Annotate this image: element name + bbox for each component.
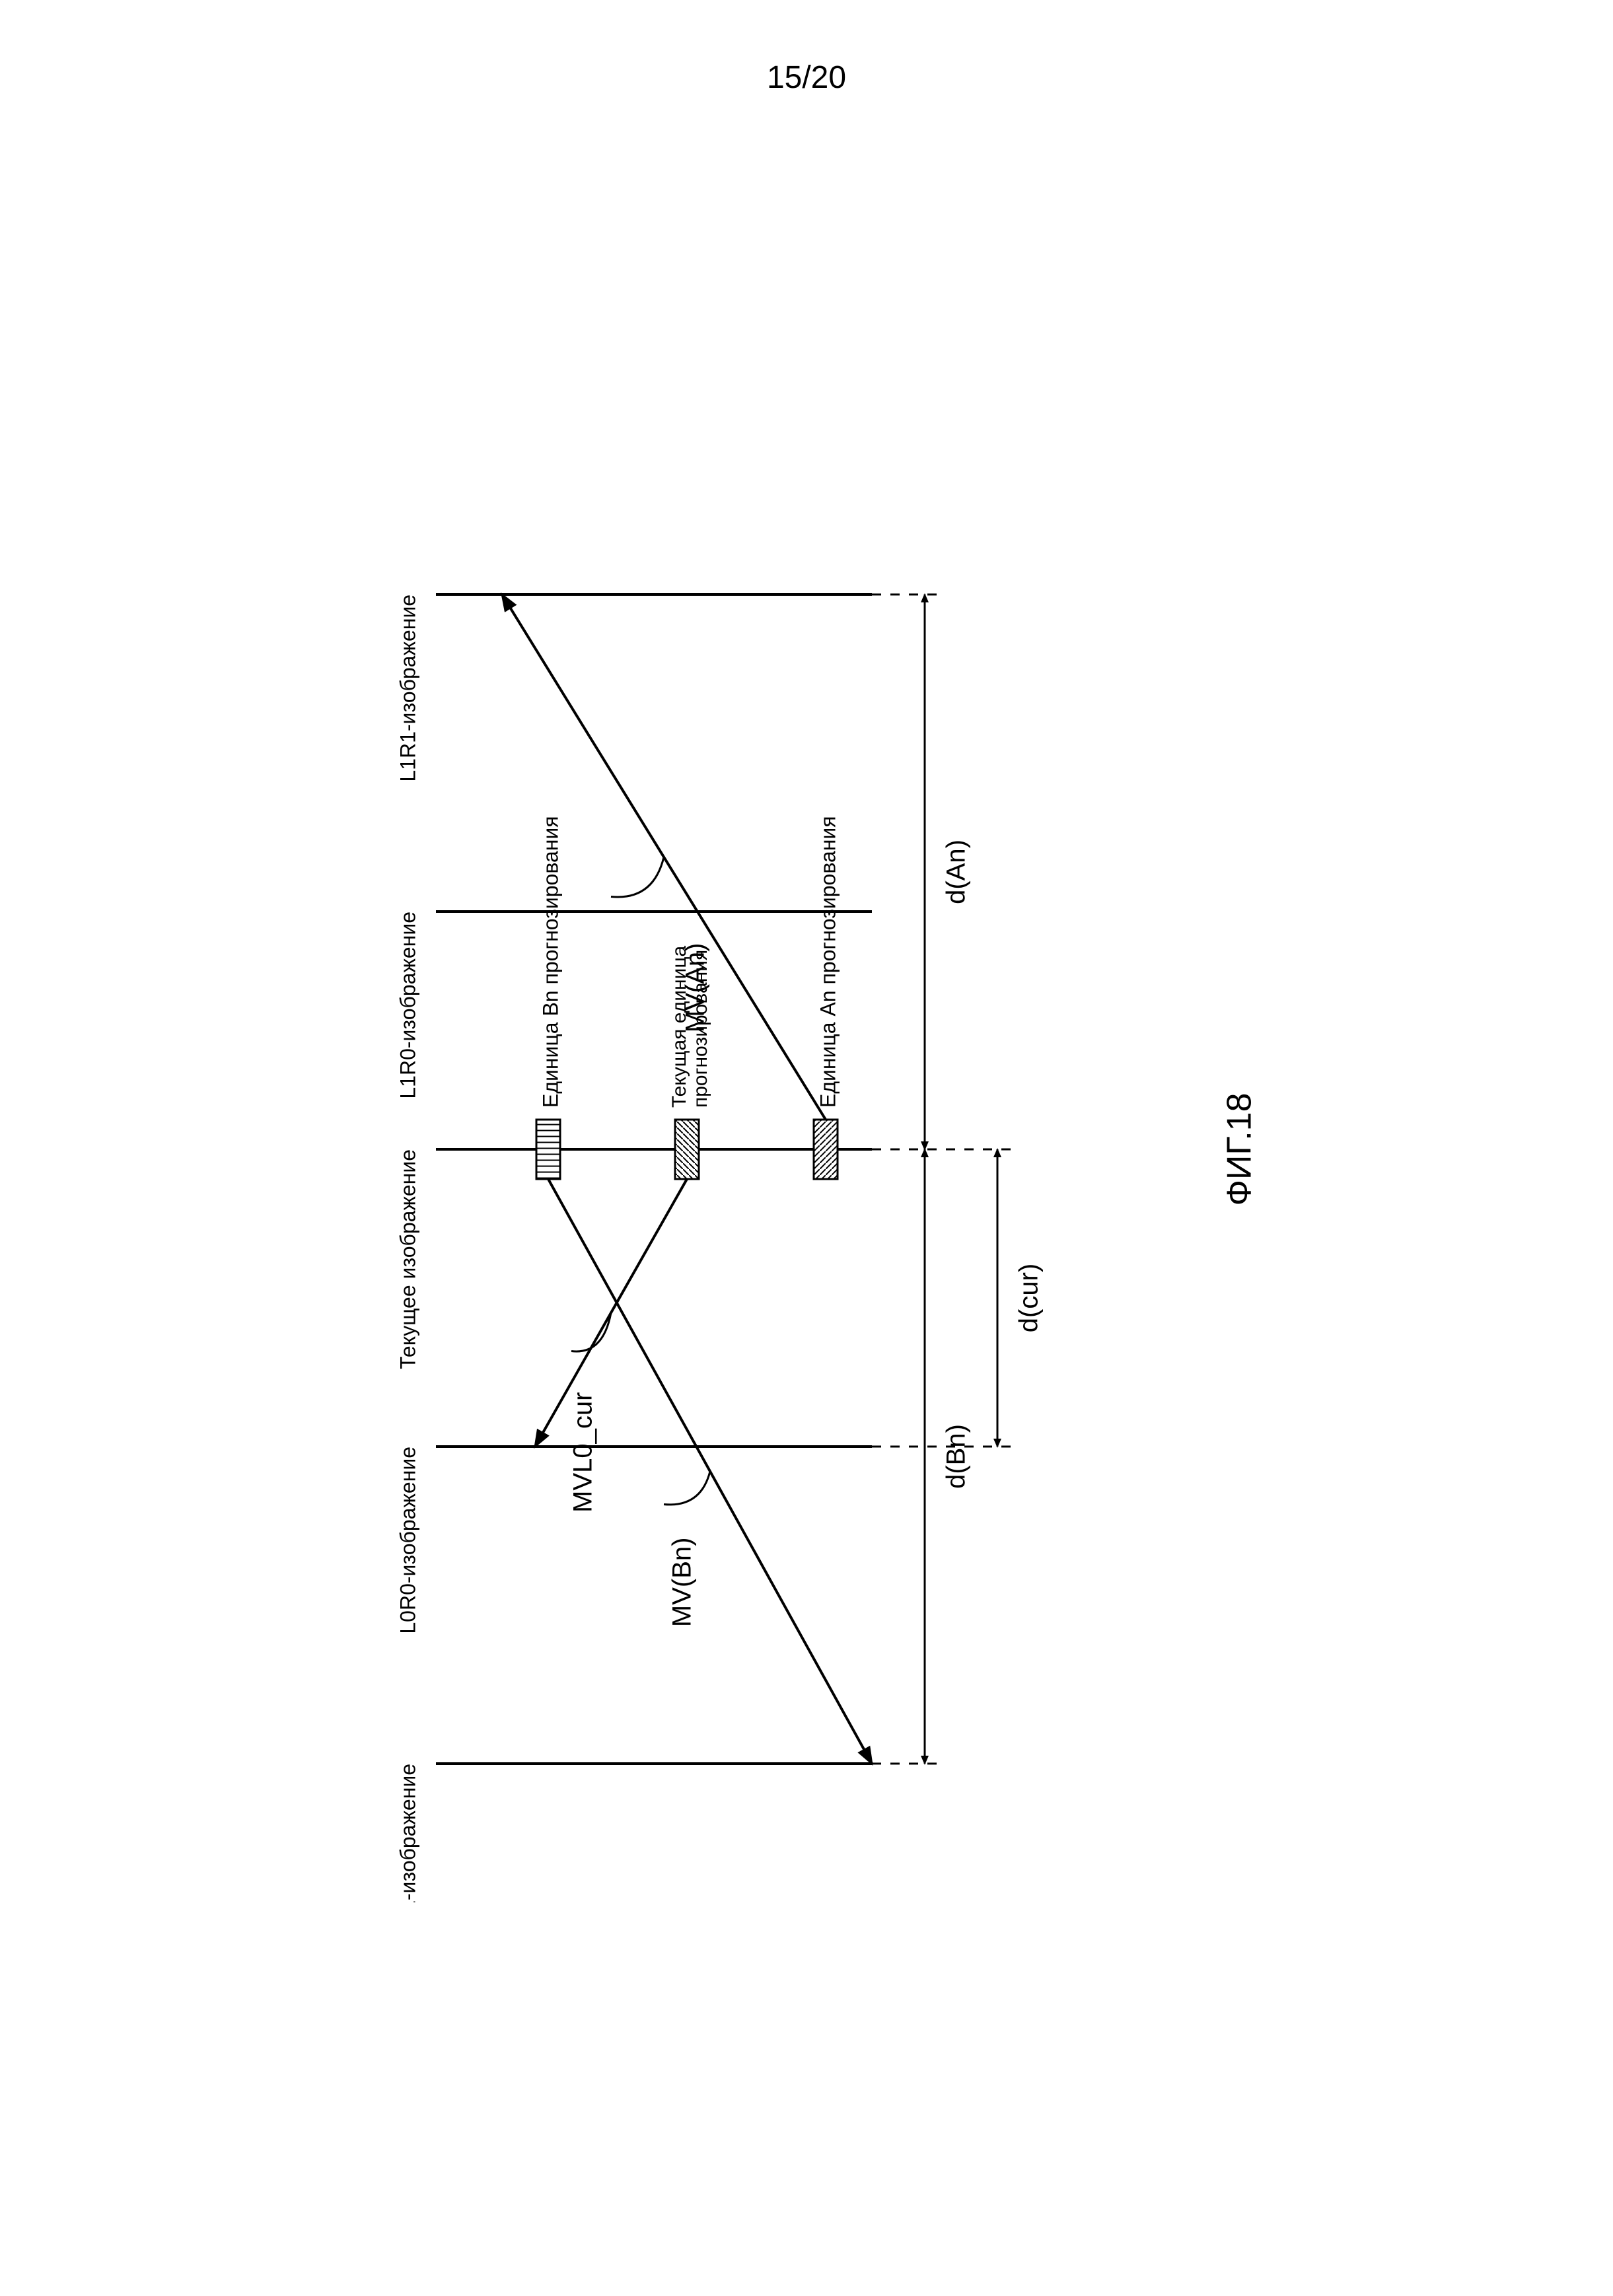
- svg-text:MV(An): MV(An): [681, 943, 710, 1033]
- svg-text:Единица An прогнозирования: Единица An прогнозирования: [816, 816, 840, 1108]
- svg-text:d(An): d(An): [942, 840, 971, 904]
- svg-text:MVL0_cur: MVL0_cur: [569, 1392, 598, 1513]
- figure-diagram: L0R1-изображение L0R0-изображение Текущее …: [291, 396, 1321, 1902]
- figure-caption: ФИГ.18: [1221, 1093, 1259, 1205]
- diagram-container: L0R1-изображение L0R0-изображение Текущее …: [291, 396, 1321, 1902]
- svg-text:d(Bn): d(Bn): [942, 1424, 971, 1489]
- block-cur: [675, 1120, 699, 1179]
- svg-text:L0R1-изображение: L0R1-изображение: [396, 1764, 419, 1902]
- svg-text:L1R1-изображение: L1R1-изображение: [396, 594, 419, 782]
- block-Bn: [536, 1120, 560, 1179]
- svg-text:Текущее изображение: Текущее изображение: [396, 1149, 419, 1369]
- block-An: [814, 1120, 838, 1179]
- page-number: 15/20: [0, 59, 1613, 96]
- svg-text:L0R0-изображение: L0R0-изображение: [396, 1447, 419, 1634]
- svg-text:L1R0-изображение: L1R0-изображение: [396, 912, 419, 1099]
- page: 15/20 L0R1-изображение L0R0-изображение Те…: [0, 0, 1613, 2296]
- svg-text:d(cur): d(cur): [1015, 1264, 1044, 1332]
- svg-text:Единица Bn прогнозирования: Единица Bn прогнозирования: [538, 816, 562, 1108]
- svg-text:MV(Bn): MV(Bn): [668, 1538, 697, 1628]
